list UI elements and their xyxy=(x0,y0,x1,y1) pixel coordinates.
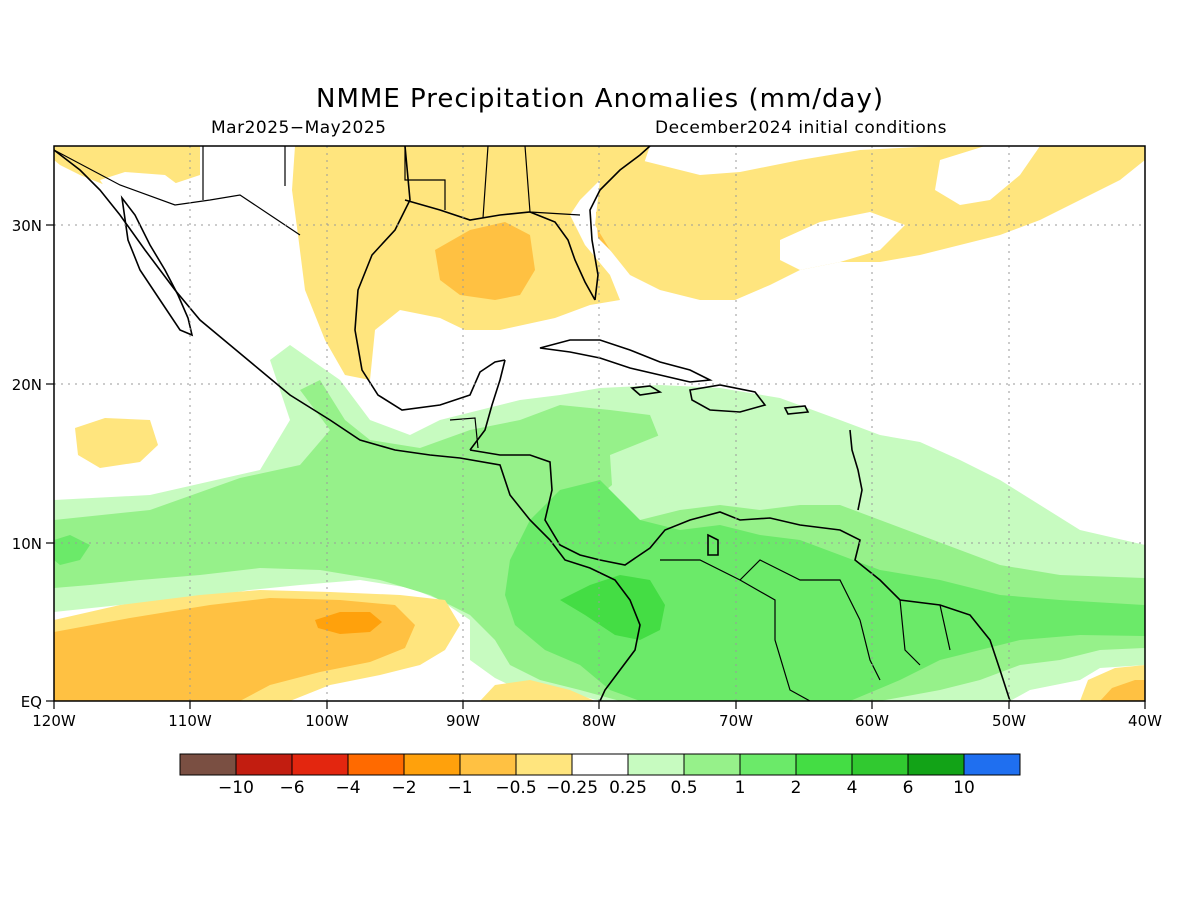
colorbar-label: −2 xyxy=(391,778,416,798)
xlabel-60w: 60W xyxy=(855,712,889,730)
coastlines xyxy=(54,146,1011,701)
gulf-coast xyxy=(354,146,506,411)
colorbar-swatch xyxy=(963,753,1021,776)
xlabel-50w: 50W xyxy=(992,712,1026,730)
colorbar-swatch xyxy=(459,753,517,776)
xlabel-110w: 110W xyxy=(168,712,212,730)
initial-conditions: December2024 initial conditions xyxy=(655,118,947,138)
pacific-dry-peak xyxy=(315,612,382,634)
colorbar-swatch xyxy=(907,753,965,776)
colorbar-swatch xyxy=(347,753,405,776)
colorbar-label: −6 xyxy=(279,778,304,798)
pacific-coast-mexico xyxy=(54,149,641,701)
x-axis-labels: 120W 110W 100W 90W 80W 70W 60W 50W 40W xyxy=(32,712,1162,730)
us-state-lines xyxy=(202,146,581,219)
tick-marks xyxy=(46,224,1146,709)
xlabel-120w: 120W xyxy=(32,712,76,730)
xlabel-90w: 90W xyxy=(446,712,480,730)
colorbar-label: 2 xyxy=(791,778,802,798)
hispaniola xyxy=(689,384,767,413)
atlantic-white-pocket-2 xyxy=(935,146,1040,205)
cuba xyxy=(539,339,713,383)
colorbar-label: −10 xyxy=(218,778,254,798)
colorbar-swatch xyxy=(179,753,237,776)
colorbar-swatch xyxy=(627,753,685,776)
ylabel-10n: 10N xyxy=(12,535,42,553)
political-borders xyxy=(54,146,951,701)
lake-maracaibo xyxy=(707,533,719,556)
gridlines xyxy=(54,146,1145,701)
pacific-dry-blob xyxy=(75,418,158,468)
jamaica xyxy=(630,385,663,396)
colorbar-label: 0.25 xyxy=(609,778,647,798)
baja-california xyxy=(120,195,194,337)
colorbar-label: −1 xyxy=(447,778,472,798)
page-title: NMME Precipitation Anomalies (mm/day) xyxy=(316,84,884,114)
ylabel-20n: 20N xyxy=(12,376,42,394)
colorbar-label: 1 xyxy=(735,778,746,798)
colorbar-swatch xyxy=(739,753,797,776)
ylabel-30n: 30N xyxy=(12,217,42,235)
guatemala-border xyxy=(449,417,479,449)
colorbar-label: −0.5 xyxy=(495,778,536,798)
colorbar-swatch xyxy=(515,753,573,776)
colorbar-swatch xyxy=(235,753,293,776)
us-mexico-border xyxy=(54,149,301,236)
xlabel-80w: 80W xyxy=(582,712,616,730)
atlantic-white-pocket-1 xyxy=(780,212,905,270)
us-gulf-north xyxy=(404,199,596,301)
central-america-caribbean xyxy=(469,449,1011,701)
colorbar: −10 −6 −4 −2 −1 −0.5 −0.25 0.25 0.5 1 2 4 6 10 xyxy=(179,753,1021,798)
equatorial-dry-strip xyxy=(480,680,595,701)
y-axis-labels: EQ 10N 20N 30N xyxy=(12,217,42,711)
colorbar-label: 6 xyxy=(903,778,914,798)
colorbar-label: −0.25 xyxy=(546,778,598,798)
puerto-rico xyxy=(783,405,810,415)
gulf-core-dry-region xyxy=(435,222,535,300)
xlabel-40w: 40W xyxy=(1128,712,1162,730)
colorbar-swatch xyxy=(291,753,349,776)
colorbar-label: 0.5 xyxy=(670,778,697,798)
colorbar-swatch xyxy=(851,753,909,776)
xlabel-70w: 70W xyxy=(719,712,753,730)
ylabel-eq: EQ xyxy=(21,693,42,711)
florida-east xyxy=(589,146,651,301)
forecast-period: Mar2025−May2025 xyxy=(211,118,387,138)
south-america-borders xyxy=(660,559,951,701)
colorbar-label: −4 xyxy=(335,778,360,798)
colorbar-label: 4 xyxy=(847,778,858,798)
lesser-antilles xyxy=(849,429,863,511)
colorbar-swatch xyxy=(683,753,741,776)
colorbar-swatch xyxy=(795,753,853,776)
atlantic-equatorial-dry-core xyxy=(1100,680,1145,701)
colorbar-swatch xyxy=(571,753,629,776)
xlabel-100w: 100W xyxy=(305,712,349,730)
colorbar-label: 10 xyxy=(953,778,975,798)
yucatan-east xyxy=(469,359,506,451)
colorbar-swatch xyxy=(403,753,461,776)
northwest-white-pocket xyxy=(100,172,215,245)
caribbean-light-patch xyxy=(610,430,860,505)
wet-core-region xyxy=(505,480,1145,701)
